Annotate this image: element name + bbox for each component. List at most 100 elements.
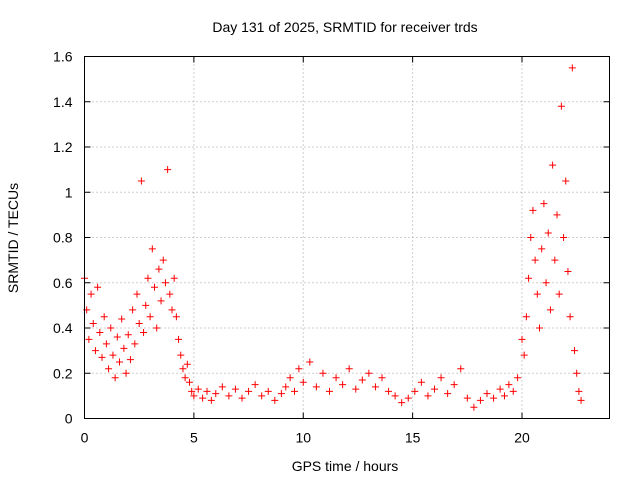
data-point: [286, 374, 294, 382]
data-point: [238, 394, 246, 402]
data-point: [424, 392, 432, 400]
data-point: [509, 387, 517, 395]
data-point: [113, 333, 121, 341]
data-point: [207, 396, 215, 404]
data-point: [557, 102, 565, 110]
grid-lines: [84, 56, 610, 419]
y-tick-labels: 0 0.2 0.4 0.6 0.8 1 1.2 1.4 1.6: [53, 49, 73, 427]
data-point: [551, 256, 559, 264]
data-point: [153, 324, 161, 332]
y-axis-label: SRMTID / TECUs: [5, 183, 21, 293]
data-point: [124, 331, 132, 339]
data-point: [105, 365, 113, 373]
data-point: [177, 351, 185, 359]
data-point: [120, 344, 128, 352]
data-point: [339, 381, 347, 389]
data-point: [91, 347, 99, 355]
data-point: [155, 265, 163, 273]
data-point: [172, 313, 180, 321]
data-point: [560, 234, 568, 241]
data-point: [490, 394, 498, 402]
data-point: [199, 394, 207, 402]
data-point: [564, 267, 572, 275]
data-point: [190, 392, 198, 400]
data-point: [87, 290, 95, 298]
data-point: [437, 374, 445, 382]
data-point: [371, 383, 379, 391]
data-point: [358, 376, 366, 384]
data-point: [85, 335, 93, 343]
data-point: [345, 365, 353, 373]
data-point: [385, 387, 393, 395]
data-point: [522, 313, 530, 321]
data-point: [544, 229, 552, 237]
data-point: [188, 387, 196, 395]
data-point: [129, 306, 137, 314]
data-point: [212, 390, 220, 398]
plot-frame: [84, 56, 610, 419]
data-point: [102, 340, 110, 348]
data-point: [148, 245, 156, 253]
data-point: [571, 347, 578, 355]
data-point: [251, 381, 259, 389]
data-point: [496, 385, 504, 393]
data-point: [457, 365, 465, 373]
data-point: [135, 319, 143, 327]
data-point: [319, 369, 327, 377]
data-point: [332, 374, 340, 382]
data-point: [533, 290, 541, 298]
data-point: [391, 392, 399, 400]
data-point: [183, 360, 191, 368]
data-point: [144, 274, 152, 282]
data-point: [577, 396, 585, 404]
data-point: [411, 387, 419, 395]
data-point: [540, 200, 548, 208]
x-tick-label: 10: [295, 430, 311, 446]
x-tick-label: 5: [190, 430, 198, 446]
data-point: [326, 387, 333, 395]
x-tick-label: 15: [405, 430, 421, 446]
data-point: [444, 390, 452, 398]
data-point: [378, 374, 386, 382]
data-point: [398, 399, 406, 407]
data-point: [562, 177, 570, 185]
data-point: [575, 387, 583, 395]
y-tick-label: 1.4: [53, 94, 73, 110]
chart-title: Day 131 of 2025, SRMTID for receiver trd…: [212, 19, 477, 35]
data-point: [295, 365, 303, 373]
data-point: [291, 387, 298, 395]
data-point: [271, 396, 279, 404]
data-point: [159, 256, 167, 264]
data-point: [299, 378, 307, 386]
data-point: [194, 385, 202, 393]
data-point: [505, 381, 513, 389]
data-point: [549, 161, 557, 169]
x-tick-label: 20: [514, 430, 530, 446]
data-point: [483, 390, 491, 398]
data-point: [245, 387, 253, 395]
y-tick-label: 0.8: [53, 230, 73, 246]
data-point: [186, 378, 193, 386]
data-point: [168, 306, 176, 314]
data-points: [81, 64, 585, 411]
data-point: [179, 365, 187, 373]
data-point: [100, 313, 108, 321]
y-tick-label: 0: [65, 411, 73, 427]
data-point: [175, 335, 183, 343]
data-point: [96, 329, 104, 337]
data-point: [107, 324, 115, 332]
data-point: [555, 290, 563, 298]
data-point: [542, 279, 550, 287]
data-point: [463, 394, 471, 402]
data-point: [109, 351, 117, 359]
data-point: [470, 403, 478, 411]
data-point: [157, 297, 165, 305]
y-tick-label: 1.2: [53, 139, 73, 155]
data-point: [111, 374, 119, 382]
x-axis-label: GPS time / hours: [292, 458, 399, 474]
data-point: [126, 356, 134, 364]
x-tick-labels: 0 5 10 15 20: [81, 430, 530, 446]
data-point: [225, 392, 233, 400]
data-point: [306, 358, 314, 366]
data-point: [538, 245, 546, 253]
